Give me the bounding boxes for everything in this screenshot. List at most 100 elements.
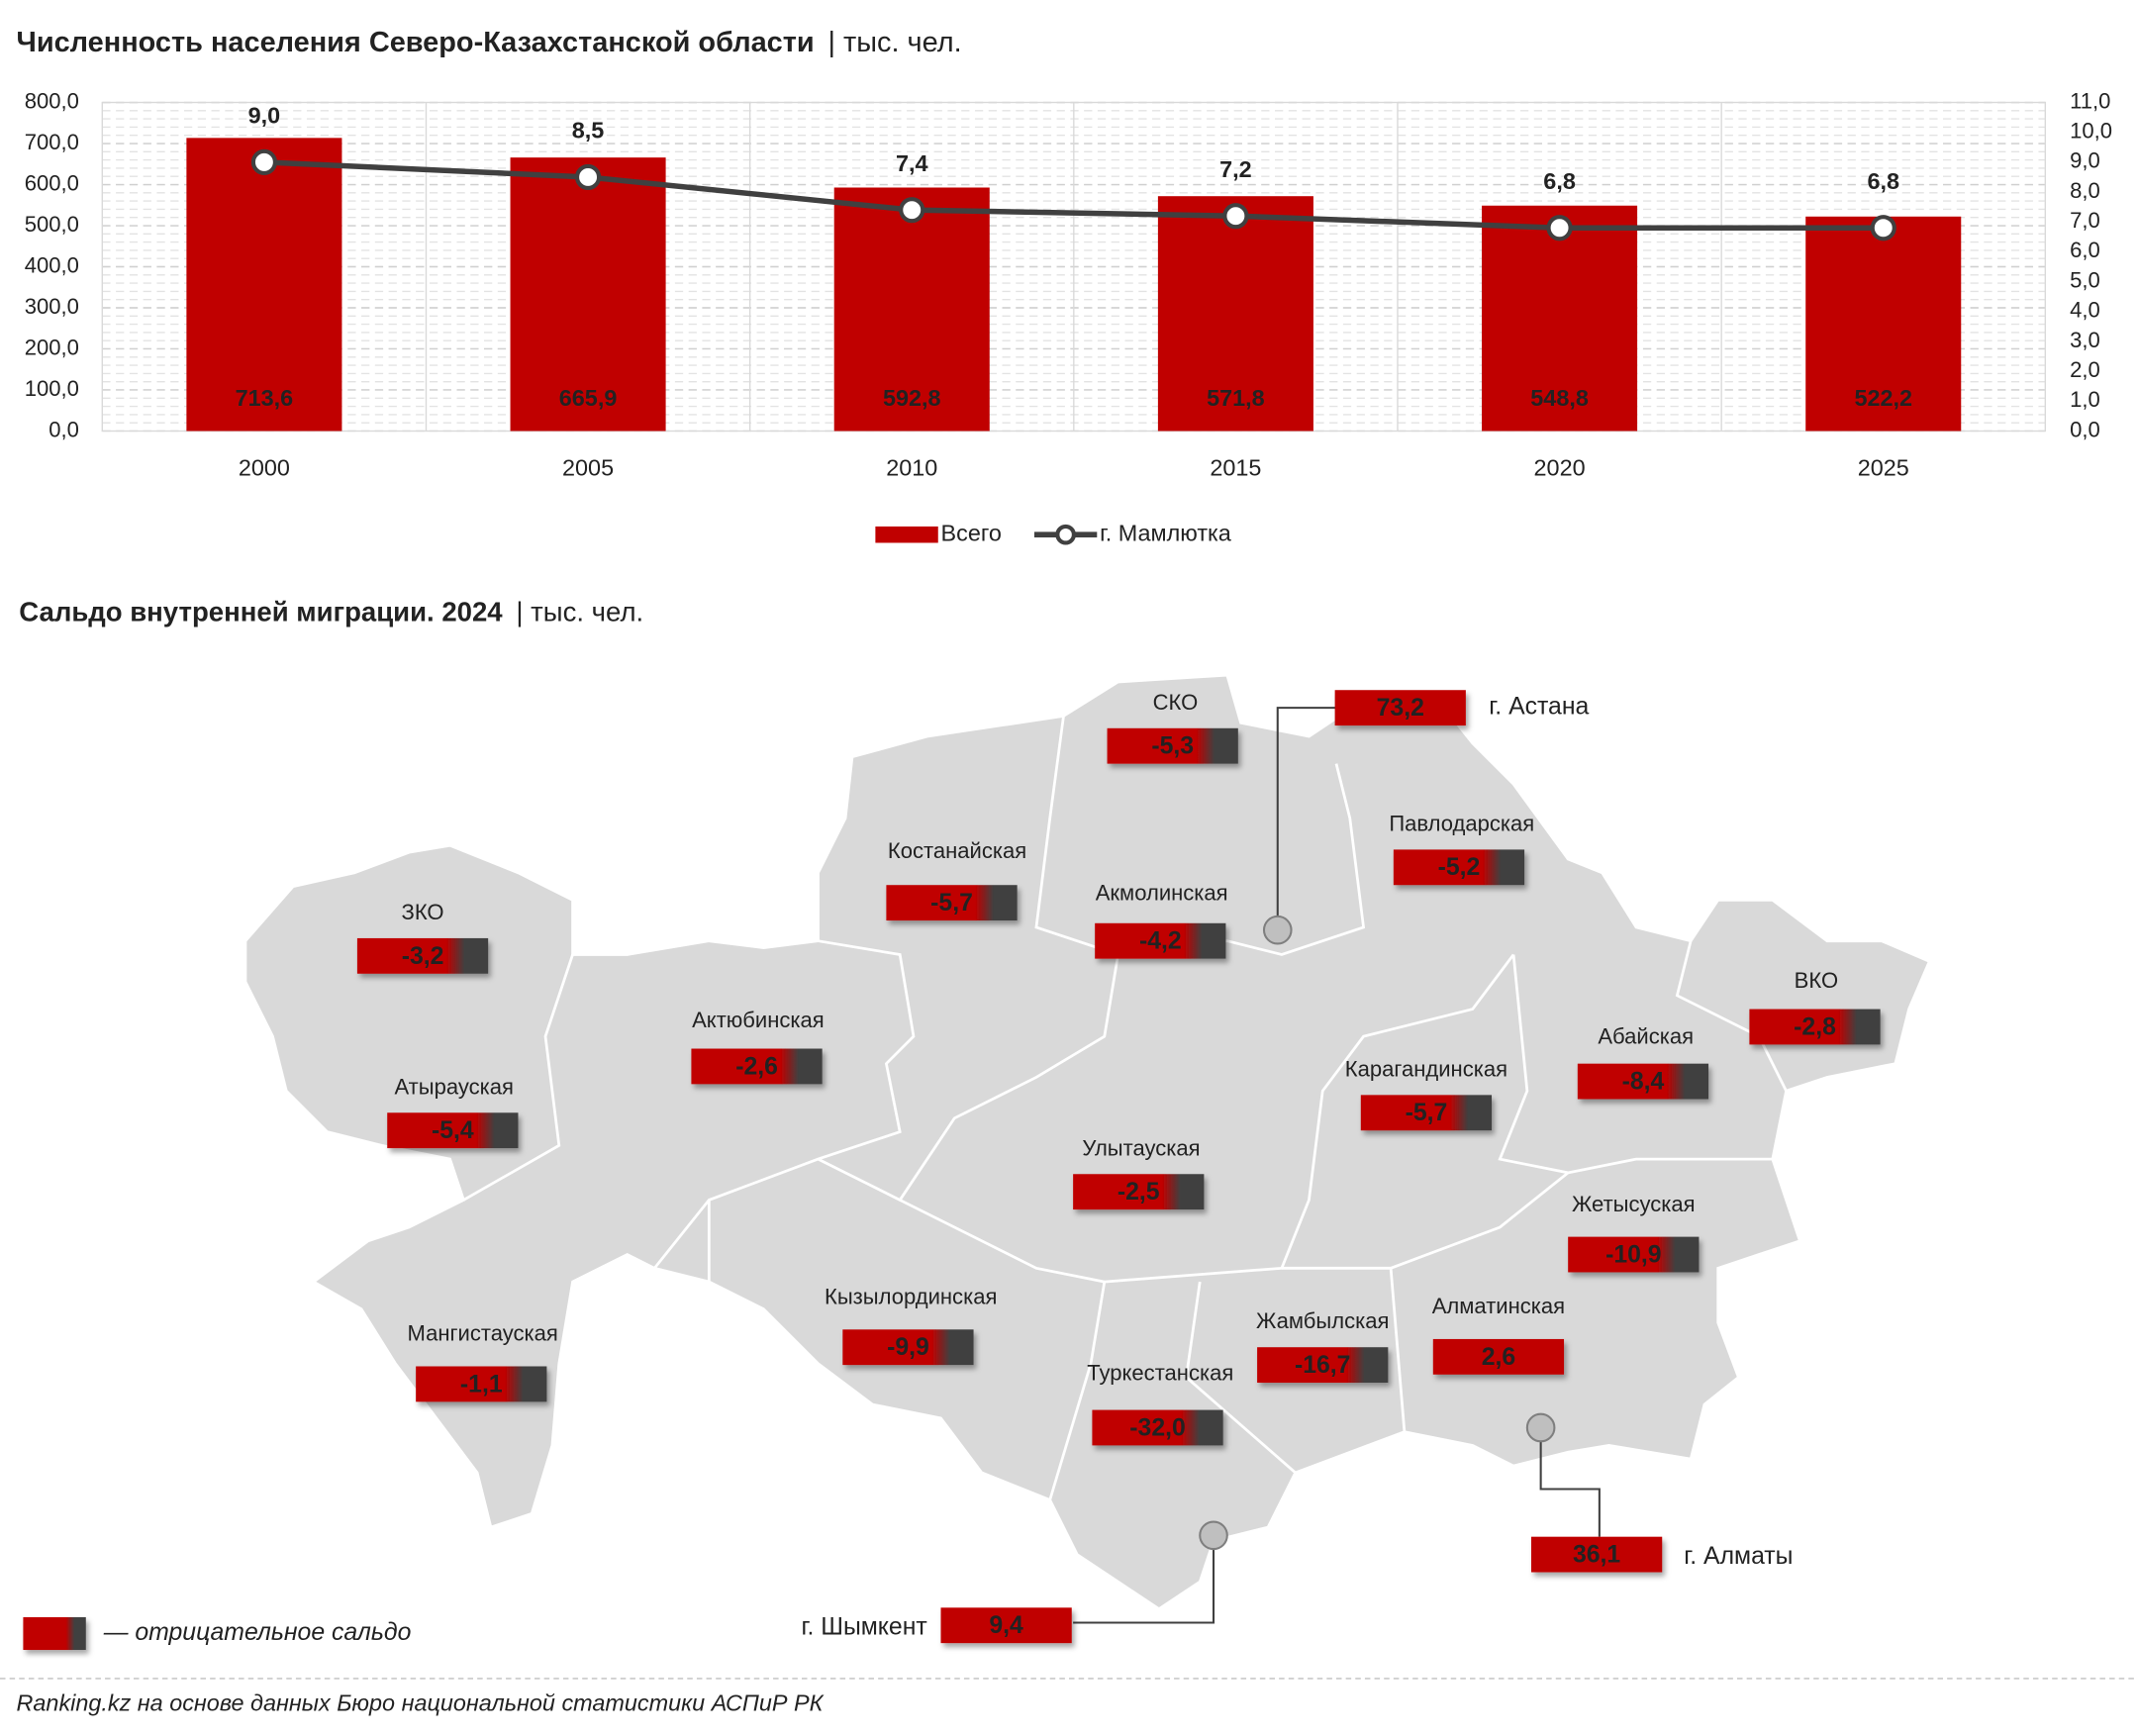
region-value-box	[940, 1607, 1072, 1644]
region-name: г. Шымкент	[801, 1614, 926, 1641]
region-value-box	[842, 1329, 974, 1366]
chart-unit: | тыс. чел.	[827, 27, 961, 58]
region-name: Жетысуская	[1572, 1192, 1696, 1216]
region-value-label: 73,2	[1377, 695, 1424, 722]
region-value-box	[1749, 1009, 1881, 1045]
bar	[833, 187, 990, 432]
leader-lines	[1073, 707, 1601, 1624]
legend-swatch-point	[1055, 524, 1076, 545]
line-value-label: 7,4	[896, 150, 928, 176]
bar-value-label: 548,8	[1530, 385, 1589, 411]
y-tick-label: 700,0	[25, 130, 79, 154]
region-name: Алматинская	[1432, 1294, 1565, 1318]
migration-map: -5,3 СКО -5,7 Костанайская -4,2 Акмолинская -5…	[243, 673, 1932, 1644]
bar	[186, 138, 342, 432]
y2-tick-label: 8,0	[2070, 178, 2100, 203]
region-value-box	[1257, 1347, 1389, 1384]
region-name: Атырауская	[394, 1074, 513, 1099]
region-value-box	[1393, 849, 1525, 886]
legend-label: г. Мамлютка	[1100, 520, 1232, 545]
source-note: Ranking.kz на основе данных Бюро национа…	[17, 1689, 825, 1715]
line-point	[1546, 215, 1573, 241]
bar-value-label: 713,6	[236, 385, 294, 411]
region-name: Абайская	[1598, 1023, 1694, 1048]
region-value-box	[1107, 727, 1238, 764]
bar-value-label: 522,2	[1854, 385, 1912, 411]
region-value-label: 9,4	[989, 1612, 1023, 1639]
map-outline	[243, 673, 1932, 1611]
y2-tick-label: 3,0	[2070, 328, 2100, 352]
y2-tick-label: 0,0	[2070, 417, 2100, 441]
region-value-label: -1,1	[460, 1371, 503, 1398]
region-name: Жамбылская	[1256, 1308, 1389, 1333]
region-name: Улытауская	[1082, 1135, 1200, 1160]
line-value-label: 7,2	[1219, 156, 1252, 182]
region-value-box	[1092, 1409, 1223, 1446]
region-name: Акмолинская	[1096, 881, 1228, 906]
region-borders	[462, 716, 1788, 1500]
x-tick-label: 2020	[1534, 454, 1586, 480]
y2-tick-label: 7,0	[2070, 208, 2100, 233]
region-value-label: -2,8	[1794, 1013, 1836, 1040]
region-value-box	[1568, 1236, 1700, 1273]
region-value-label: -2,6	[735, 1053, 778, 1080]
region-value-label: 36,1	[1573, 1542, 1620, 1569]
y-tick-label: 100,0	[25, 376, 79, 401]
region-name: Карагандинская	[1345, 1056, 1507, 1081]
region-value-label: -10,9	[1605, 1241, 1661, 1268]
y2-tick-label: 9,0	[2070, 148, 2100, 173]
region-value-label: -32,0	[1129, 1414, 1185, 1441]
y-tick-label: 500,0	[25, 212, 79, 237]
y2-tick-label: 5,0	[2070, 267, 2100, 292]
region-value-label: -9,9	[887, 1334, 929, 1361]
region-name: ЗКО	[402, 900, 444, 924]
region-value-box	[1432, 1338, 1565, 1375]
region-value-label: -5,2	[1438, 854, 1481, 881]
line-value-label: 6,8	[1543, 168, 1576, 194]
region-value-label: -8,4	[1622, 1069, 1665, 1096]
line-point	[1870, 215, 1896, 241]
region-value-box	[1095, 922, 1226, 959]
region-value-label: -2,5	[1118, 1179, 1160, 1206]
y2-tick-label: 11,0	[2070, 88, 2110, 113]
x-tick-label: 2025	[1858, 454, 1909, 480]
region-value-box	[1530, 1536, 1663, 1573]
region-value-label: -5,7	[930, 890, 973, 916]
region-name: г. Алматы	[1684, 1543, 1793, 1570]
bar	[1157, 196, 1313, 432]
line-point	[250, 148, 277, 175]
region-value-label: 2,6	[1482, 1344, 1515, 1371]
region-value-box	[416, 1366, 547, 1402]
region-value-box	[1334, 690, 1466, 726]
x-tick-label: 2015	[1210, 454, 1261, 480]
y2-tick-label: 6,0	[2070, 238, 2100, 262]
region-value-box	[356, 937, 489, 974]
region-name: Туркестанская	[1087, 1361, 1233, 1386]
legend-note: — отрицательное сальдо	[103, 1619, 412, 1646]
legend-label: Всего	[941, 520, 1002, 545]
region-value-box	[886, 885, 1018, 921]
bar-value-label: 592,8	[883, 385, 941, 411]
region-name: ВКО	[1795, 968, 1838, 993]
bar	[1805, 216, 1962, 432]
region-value-box	[691, 1048, 823, 1085]
x-tick-label: 2000	[239, 454, 290, 480]
line-point	[574, 163, 602, 191]
population-chart: Численность населения Северо-Казахстанск…	[17, 27, 2112, 545]
y-tick-label: 400,0	[25, 252, 79, 277]
chart-title: Численность населения Северо-Казахстанск…	[17, 27, 815, 58]
line-point	[899, 197, 925, 224]
bar	[510, 157, 666, 432]
region-value-label: -4,2	[1139, 928, 1182, 955]
region-name: Павлодарская	[1389, 811, 1534, 835]
region-name: Кызылординская	[825, 1284, 997, 1308]
x-tick-label: 2010	[886, 454, 937, 480]
region-name: г. Астана	[1489, 694, 1589, 721]
region-value-box	[1073, 1174, 1205, 1210]
map-unit: | тыс. чел.	[516, 596, 643, 627]
y2-tick-label: 1,0	[2070, 387, 2100, 412]
region-name: СКО	[1153, 690, 1199, 715]
y-tick-label: 300,0	[25, 294, 79, 319]
city-markers	[1199, 915, 1556, 1551]
y2-tick-label: 4,0	[2070, 298, 2100, 323]
